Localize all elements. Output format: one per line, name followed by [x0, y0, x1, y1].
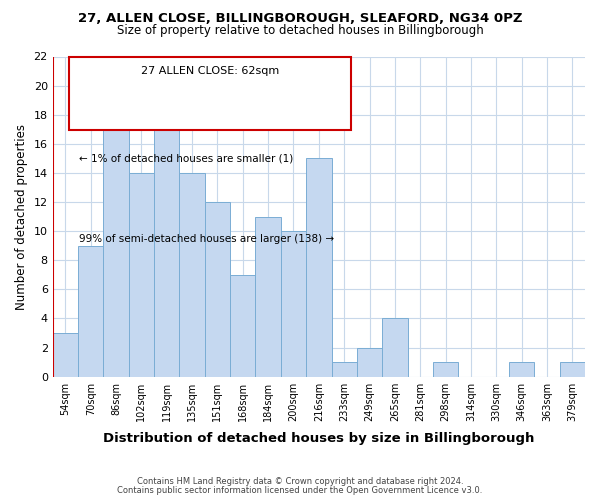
- Text: Contains public sector information licensed under the Open Government Licence v3: Contains public sector information licen…: [118, 486, 482, 495]
- Text: Contains HM Land Registry data © Crown copyright and database right 2024.: Contains HM Land Registry data © Crown c…: [137, 477, 463, 486]
- Text: Size of property relative to detached houses in Billingborough: Size of property relative to detached ho…: [116, 24, 484, 37]
- Bar: [560, 362, 585, 376]
- Bar: [179, 173, 205, 376]
- Bar: [256, 216, 281, 376]
- Bar: [230, 275, 256, 376]
- Bar: [103, 114, 129, 376]
- Bar: [382, 318, 407, 376]
- Text: 27, ALLEN CLOSE, BILLINGBOROUGH, SLEAFORD, NG34 0PZ: 27, ALLEN CLOSE, BILLINGBOROUGH, SLEAFOR…: [78, 12, 522, 26]
- X-axis label: Distribution of detached houses by size in Billingborough: Distribution of detached houses by size …: [103, 432, 535, 445]
- Bar: [357, 348, 382, 376]
- Bar: [53, 333, 78, 376]
- Bar: [433, 362, 458, 376]
- Text: 99% of semi-detached houses are larger (138) →: 99% of semi-detached houses are larger (…: [79, 234, 334, 244]
- Bar: [509, 362, 535, 376]
- Bar: [306, 158, 332, 376]
- Bar: [205, 202, 230, 376]
- Bar: [78, 246, 103, 376]
- Bar: [129, 173, 154, 376]
- Text: ← 1% of detached houses are smaller (1): ← 1% of detached houses are smaller (1): [79, 154, 293, 164]
- Bar: [154, 130, 179, 376]
- Bar: [332, 362, 357, 376]
- Bar: [281, 231, 306, 376]
- Text: 27 ALLEN CLOSE: 62sqm: 27 ALLEN CLOSE: 62sqm: [140, 66, 279, 76]
- Bar: [68, 56, 351, 130]
- Y-axis label: Number of detached properties: Number of detached properties: [15, 124, 28, 310]
